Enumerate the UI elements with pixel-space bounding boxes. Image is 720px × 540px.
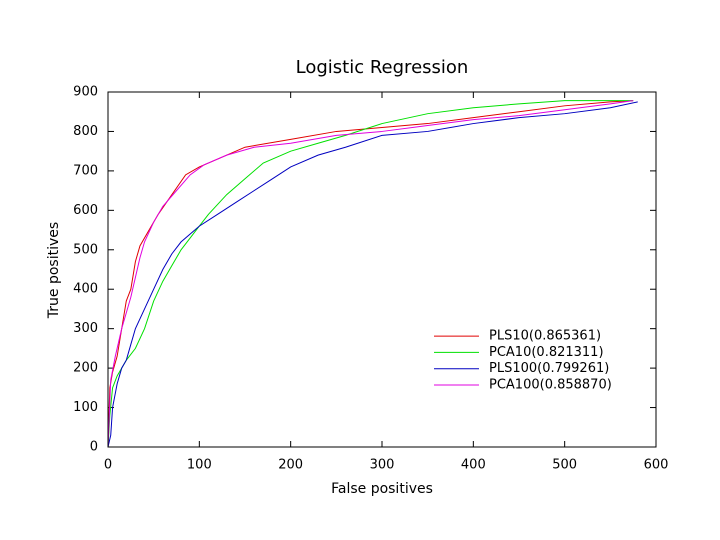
y-tick-label: 800 [73, 124, 98, 139]
series-line [107, 100, 634, 448]
y-tick-label: 700 [73, 163, 98, 178]
y-tick-label: 400 [73, 282, 98, 297]
y-tick-label: 200 [73, 361, 98, 376]
x-axis-label: False positives [331, 481, 433, 497]
y-tick-label: 100 [73, 400, 98, 415]
x-tick-label: 500 [552, 458, 577, 473]
legend-text: PCA10(0.821311) [489, 345, 604, 360]
y-tick-label: 500 [73, 242, 98, 257]
y-tick-label: 600 [73, 203, 98, 218]
y-tick-label: 0 [90, 440, 98, 455]
y-tick-label: 300 [73, 321, 98, 336]
series-line [107, 101, 638, 448]
legend-text: PLS10(0.865361) [489, 329, 601, 344]
x-tick-label: 0 [104, 458, 112, 473]
legend-text: PCA100(0.858870) [489, 378, 612, 393]
chart-title: Logistic Regression [296, 57, 469, 78]
x-tick-label: 600 [644, 458, 669, 473]
x-tick-label: 300 [370, 458, 395, 473]
series-line [107, 100, 634, 448]
x-tick-label: 200 [278, 458, 303, 473]
legend-text: PLS100(0.799261) [489, 361, 609, 376]
plot-frame [107, 91, 657, 448]
x-tick-label: 100 [187, 458, 212, 473]
y-axis-label: True positives [46, 222, 62, 319]
y-tick-label: 900 [73, 85, 98, 100]
x-tick-label: 400 [461, 458, 486, 473]
